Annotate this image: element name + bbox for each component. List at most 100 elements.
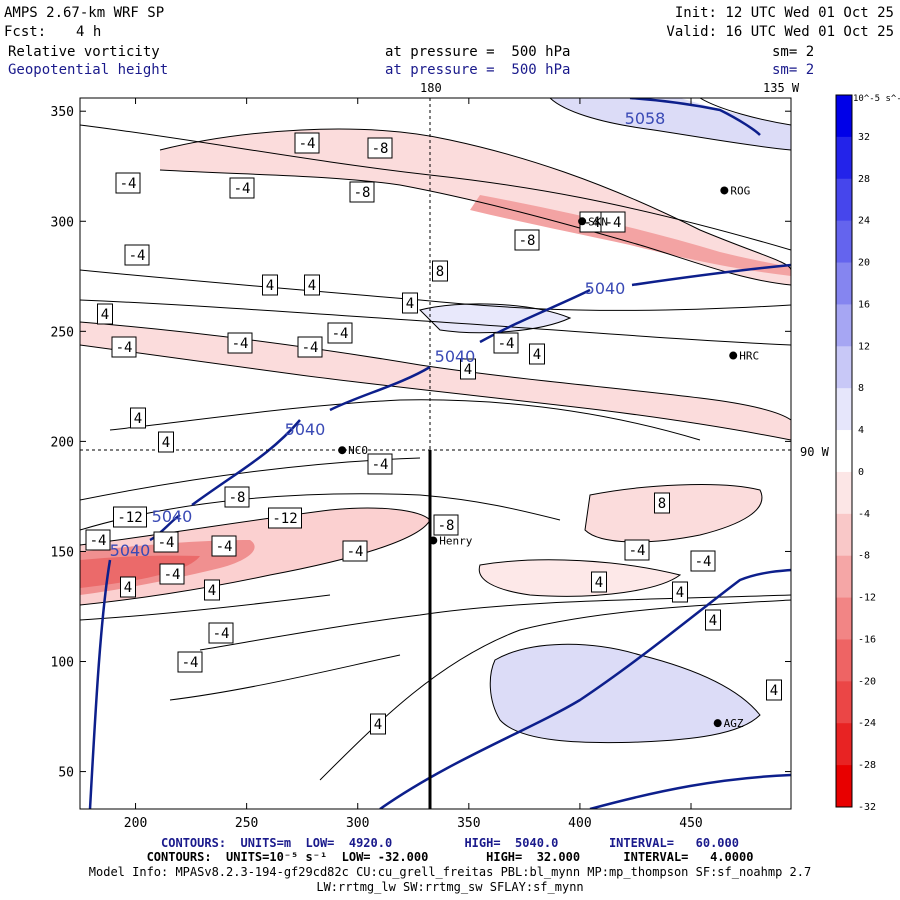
pole-label: 90 W	[800, 445, 829, 459]
field2-pressure: at pressure = 500 hPa	[385, 62, 571, 78]
colorbar-swatch	[836, 220, 852, 264]
y-tick-label: 300	[51, 215, 74, 230]
model-info: Model Info: MPASv8.2.3-194-gf29cd82c CU:…	[88, 865, 812, 879]
svg-text:4: 4	[676, 585, 684, 601]
vorticity-contour-label: 4	[130, 407, 146, 429]
x-tick-label: 350	[457, 816, 480, 831]
svg-text:4: 4	[134, 411, 142, 427]
colorbar-swatch	[836, 178, 852, 222]
colorbar-tick-label: -16	[858, 634, 876, 645]
height-contour-label: 5040	[585, 279, 626, 298]
station-label: Henry	[439, 534, 472, 547]
x-tick-label: 250	[235, 816, 258, 831]
plot-fields	[80, 98, 791, 809]
svg-text:-8: -8	[229, 490, 246, 506]
vorticity-contour-label: 4	[158, 431, 174, 453]
svg-text:-4: -4	[120, 176, 137, 192]
vorticity-contour-label: -4	[124, 244, 150, 266]
svg-text:4: 4	[406, 296, 414, 312]
colorbar-tick-label: 16	[858, 299, 870, 310]
station-dot	[578, 217, 587, 226]
colorbar-frame	[835, 94, 853, 808]
colorbar-swatch	[836, 388, 852, 431]
svg-text:4: 4	[101, 307, 109, 323]
svg-text:-4: -4	[158, 535, 175, 551]
svg-text:4: 4	[770, 683, 778, 699]
forecast-label: Fcst:	[4, 24, 47, 40]
svg-text:-4: -4	[332, 326, 349, 342]
vorticity-contours	[80, 98, 791, 781]
physics-info: LW:rrtmg_lw SW:rrtmg_sw SFLAY:sf_mynn	[316, 880, 584, 894]
vorticity-contour-label: -4	[229, 177, 255, 199]
colorbar-swatch	[836, 681, 852, 724]
svg-text:-8: -8	[372, 141, 389, 157]
colorbar-swatch	[836, 262, 852, 305]
station-dot	[720, 186, 729, 195]
svg-text:-4: -4	[164, 567, 181, 583]
svg-text:4: 4	[464, 362, 472, 378]
svg-text:4: 4	[208, 583, 216, 599]
colorbar-swatch	[836, 430, 852, 473]
svg-text:-4: -4	[232, 336, 249, 352]
vorticity-contour-label: -4	[600, 211, 626, 233]
vorticity-contour-label: -8	[514, 229, 540, 251]
height-contour-label: 5040	[435, 347, 476, 366]
vorticity-contour-label: -4	[327, 322, 353, 344]
field1-pressure: at pressure = 500 hPa	[385, 44, 571, 60]
svg-text:-4: -4	[116, 340, 133, 356]
colorbar-swatch	[836, 471, 852, 515]
y-tick-label: 100	[51, 656, 74, 671]
field1-smoothing: sm= 2	[772, 44, 815, 60]
axis-ticks: 200 250 300 350 400 450 50 100 150 200 250 300 350	[51, 98, 791, 831]
colorbar-tick-label: 28	[858, 174, 870, 185]
meridian-label: 180	[420, 81, 442, 95]
svg-text:8: 8	[436, 264, 444, 280]
svg-text:4: 4	[533, 347, 541, 363]
colorbar-tick-label: -20	[858, 676, 876, 687]
vorticity-contour-label: -8	[433, 514, 459, 536]
svg-text:4: 4	[266, 278, 274, 294]
colorbar-tick-label: 32	[858, 132, 870, 143]
height-contour-label: 5040	[152, 507, 193, 526]
svg-text:-4: -4	[584, 215, 601, 231]
colorbar-swatch	[836, 639, 852, 682]
vorticity-contour-label: 4	[97, 303, 113, 325]
svg-text:-4: -4	[347, 544, 364, 560]
vorticity-contour-label: 8	[432, 260, 448, 282]
svg-text:-4: -4	[302, 340, 319, 356]
vorticity-contour-label: -4	[297, 336, 323, 358]
vorticity-contour-label: 4	[120, 576, 136, 598]
init-time: Init: 12 UTC Wed 01 Oct 25	[674, 5, 894, 21]
colorbar-tick-label: 20	[858, 258, 870, 269]
svg-text:-8: -8	[519, 233, 536, 249]
vorticity-contour-label: -4	[493, 332, 519, 354]
x-tick-label: 300	[346, 816, 369, 831]
field2-smoothing: sm= 2	[772, 62, 815, 78]
vorticity-contour-label: 4	[460, 358, 476, 380]
x-tick-label: 450	[679, 816, 702, 831]
colorbar-swatch	[836, 597, 852, 640]
neg-vort-patch-east	[585, 484, 762, 542]
station-dot	[429, 536, 438, 545]
station-label: NCO	[348, 444, 368, 457]
colorbar-swatch	[836, 555, 852, 599]
svg-text:-4: -4	[629, 543, 646, 559]
height-contour-label: 5058	[625, 109, 666, 128]
vorticity-contour-label: -4	[115, 172, 141, 194]
y-tick-label: 250	[51, 325, 74, 340]
y-tick-label: 200	[51, 435, 74, 450]
vorticity-contour-info: CONTOURS: UNITS=10⁻⁵ s⁻¹ LOW= -32.000 HI…	[146, 850, 754, 864]
vorticity-contour-label: -4	[85, 529, 111, 551]
colorbar-tick-label: -8	[858, 551, 870, 562]
svg-text:-4: -4	[182, 655, 199, 671]
colorbar-tick-label: -24	[858, 718, 876, 729]
vorticity-contour-label: -4	[159, 563, 185, 585]
vorticity-contour-label: -4	[624, 539, 650, 561]
colorbar-unit: 10^-5 s^-1	[853, 94, 900, 104]
station-dot	[729, 351, 738, 360]
svg-text:-4: -4	[299, 136, 316, 152]
height-contour-label: 5040	[285, 420, 326, 439]
vorticity-contour-label: -8	[367, 137, 393, 159]
y-tick-label: 150	[51, 545, 74, 560]
